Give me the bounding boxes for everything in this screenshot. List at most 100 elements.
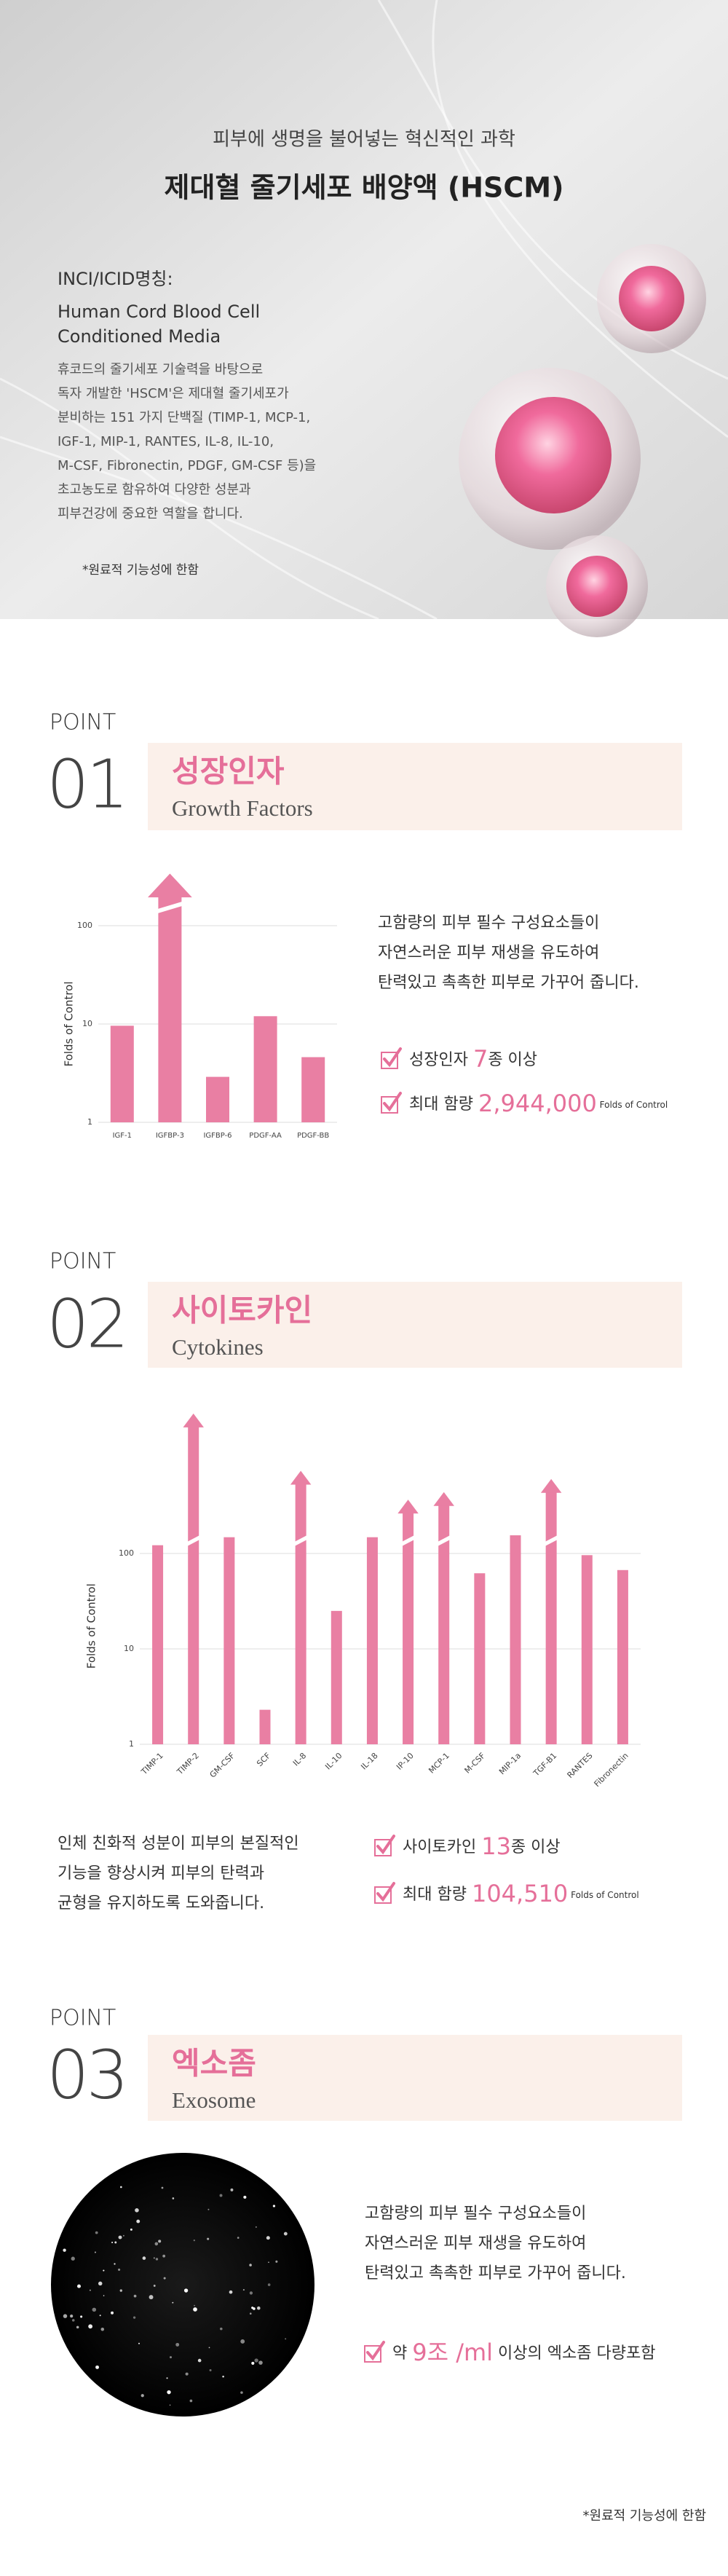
exosome-particle (76, 2325, 79, 2329)
inci-label: INCI/ICID명칭: (58, 269, 173, 289)
check-mark (383, 1092, 402, 1112)
bullet-part: 최대 함량 (403, 1886, 472, 1904)
check-box (374, 1839, 392, 1856)
exosome-particle (249, 2291, 253, 2295)
bullet-text: 최대 함량 104,510 Folds of Control (403, 1880, 639, 1907)
exosome-particle (169, 2404, 171, 2406)
bar (438, 1505, 450, 1744)
exosome-particle (222, 2375, 224, 2378)
exosome-particle (142, 2256, 146, 2260)
x-tick-label: M-CSF (463, 1751, 488, 1776)
highlight-value: 7 (473, 1045, 488, 1073)
y-axis-label: Folds of Control (85, 1583, 98, 1669)
description-line: 탄력있고 촉촉한 피부로 가꾸어 줍니다. (365, 2264, 626, 2282)
cell-core (566, 556, 628, 617)
bullet-part: 성장인자 (409, 1051, 473, 1069)
exosome-particle (251, 2307, 254, 2309)
axis-break (400, 1534, 417, 1548)
exosome-particle (229, 2290, 233, 2294)
exosome-image (51, 2153, 314, 2417)
x-tick-label: IL-18 (359, 1751, 379, 1771)
point-subtitle: Exosome (172, 2087, 256, 2113)
bullet-part: Folds of Control (568, 1890, 638, 1900)
y-tick-label: 100 (77, 921, 92, 930)
description-line: 탄력있고 촉촉한 피부로 가꾸어 줍니다. (378, 974, 639, 992)
exosome-particle (219, 2194, 223, 2197)
exosome-particle (237, 2237, 240, 2239)
exosome-particle (71, 2256, 75, 2261)
exosome-particle (249, 2312, 252, 2315)
exosome-particle (256, 2306, 261, 2310)
exosome-particle (118, 2268, 121, 2271)
hero-note: *원료적 기능성에 한함 (82, 563, 199, 578)
exosome-particle (63, 2248, 66, 2252)
exosome-particle (283, 2232, 288, 2236)
exosome-particle (120, 2186, 122, 2189)
cell-core (619, 266, 684, 331)
title-box (148, 2035, 682, 2121)
check-mark (376, 1835, 395, 1855)
exosome-particle (130, 2228, 132, 2231)
axis-break (435, 1534, 453, 1548)
bar (223, 1537, 235, 1744)
exosome-particle (172, 2197, 175, 2199)
highlight-value: 13 (481, 1832, 511, 1860)
bullet-part: Folds of Control (597, 1100, 668, 1110)
overflow-arrow (433, 1492, 454, 1506)
overflow-arrow (183, 1413, 204, 1427)
y-tick-label: 100 (119, 1548, 134, 1558)
exosome-particle (172, 2301, 174, 2304)
highlight-value: 104,510 (472, 1880, 568, 1907)
bar (617, 1569, 628, 1744)
exosome-particle (208, 2347, 210, 2349)
description-line: 균형을 유지하도록 도와줍니다. (58, 1894, 264, 1913)
exosome-particle (240, 2391, 243, 2394)
axis-break (292, 1534, 309, 1548)
exosome-particle (230, 2188, 234, 2191)
bar (158, 897, 182, 1122)
x-tick-label: TGF-B1 (531, 1751, 558, 1779)
hero-paragraph-line: 독자 개발한 'HSCM'은 제대혈 줄기세포가 (58, 386, 289, 401)
point-title: 성장인자 (172, 754, 285, 789)
point-number: 03 (47, 2036, 126, 2114)
footer-note: *원료적 기능성에 한함 (583, 2508, 706, 2524)
exosome-particle (266, 2236, 270, 2240)
exosome-particle (267, 2283, 271, 2286)
bullet-part: 사이토카인 (403, 1838, 481, 1856)
exosome-particle (94, 2251, 97, 2253)
exosome-particle (111, 2242, 114, 2244)
x-tick-label: IL-10 (323, 1751, 344, 1771)
highlight-value: 9조 /ml (412, 2339, 493, 2366)
point-number: 01 (47, 746, 126, 824)
x-tick-label: MIP-1a (497, 1751, 523, 1776)
hero-paragraph-line: 초고농도로 함유하여 다양한 성분과 (58, 482, 251, 497)
bullet-text: 사이토카인 13종 이상 (403, 1832, 561, 1860)
exosome-particle (197, 2358, 202, 2363)
exosome-particle (70, 2314, 74, 2318)
exosome-particle (103, 2295, 105, 2296)
bullet-part: 약 (392, 2344, 412, 2363)
y-tick-label: 10 (82, 1019, 92, 1028)
x-tick-label: GM-CSF (208, 1751, 237, 1780)
y-tick-label: 10 (124, 1644, 134, 1653)
exosome-particle (251, 2361, 255, 2366)
hero-title: 제대혈 줄기세포 배양액 (HSCM) (165, 172, 564, 204)
bar (510, 1535, 521, 1744)
x-tick-label: TIMP-2 (175, 1751, 201, 1777)
point-label: POINT (50, 2006, 116, 2031)
exosome-particle (71, 2319, 75, 2322)
x-tick-label: IL-8 (291, 1751, 308, 1768)
exosome-particle (133, 2294, 137, 2298)
exosome-particle (103, 2269, 105, 2272)
exosome-particle (163, 2277, 166, 2280)
exosome-particle (167, 2390, 171, 2395)
exosome-particle (111, 2311, 114, 2315)
title-box (148, 743, 682, 830)
dna-strand (432, 0, 728, 438)
bullet-part: 이상의 엑소좀 다량포함 (493, 2344, 655, 2363)
exosome-particle (118, 2235, 122, 2240)
bar (301, 1057, 325, 1122)
exosome-particle (138, 2342, 140, 2344)
check-mark (366, 2341, 385, 2361)
